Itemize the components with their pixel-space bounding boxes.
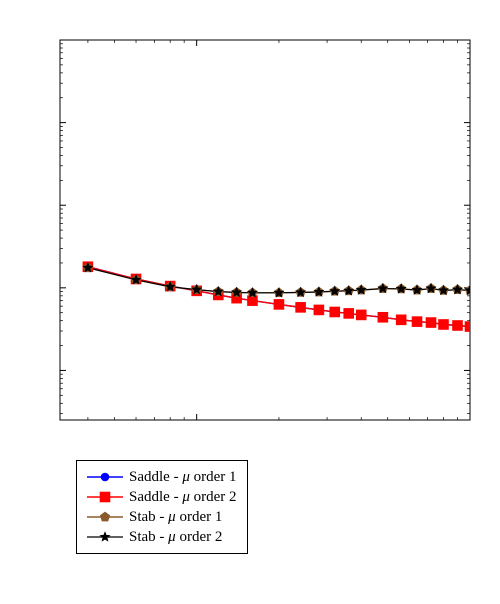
- legend-label: Saddle - μ order 2: [129, 489, 237, 506]
- legend-entry: Stab - μ order 1: [87, 507, 237, 527]
- legend-swatch: [87, 509, 123, 525]
- chart-svg: [0, 0, 500, 604]
- legend-entry: Stab - μ order 2: [87, 527, 237, 547]
- legend-swatch: [87, 469, 123, 485]
- legend-entry: Saddle - μ order 2: [87, 487, 237, 507]
- legend-label: Stab - μ order 1: [129, 509, 222, 526]
- chart-container: Saddle - μ order 1 Saddle - μ order 2 Stab…: [0, 0, 500, 604]
- legend-swatch: [87, 529, 123, 545]
- legend-swatch: [87, 489, 123, 505]
- legend-entry: Saddle - μ order 1: [87, 467, 237, 487]
- legend: Saddle - μ order 1 Saddle - μ order 2 Stab…: [76, 460, 248, 554]
- legend-label: Stab - μ order 2: [129, 529, 222, 546]
- legend-label: Saddle - μ order 1: [129, 469, 237, 486]
